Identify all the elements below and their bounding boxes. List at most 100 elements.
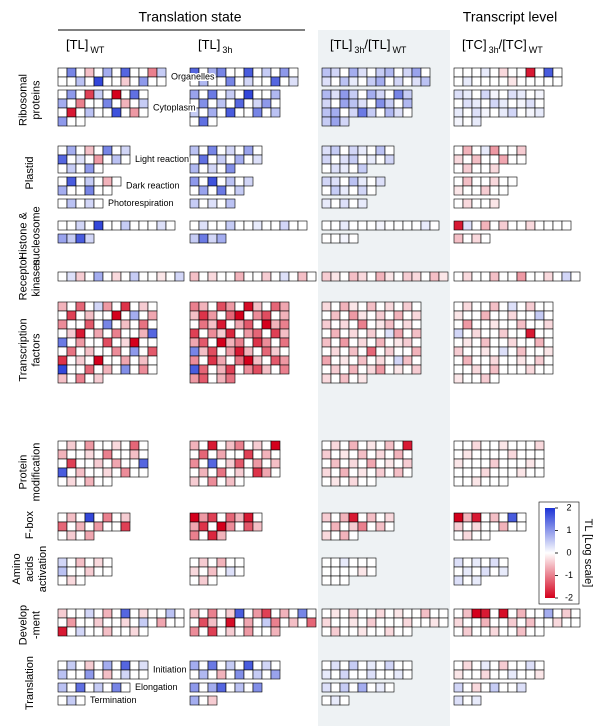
heatmap-cell (216, 67, 227, 78)
heatmap-cell (375, 89, 386, 100)
heatmap-cell (75, 660, 86, 671)
heatmap-cell (480, 301, 491, 312)
heatmap-cell (375, 617, 386, 628)
heatmap-cell (111, 449, 122, 460)
heatmap-cell (489, 310, 500, 321)
heatmap-cell (111, 176, 122, 187)
heatmap-cell (489, 355, 500, 366)
heatmap-cell (357, 154, 368, 165)
heatmap-cell (357, 107, 368, 118)
colorbar (545, 508, 555, 598)
heatmap-cell (525, 89, 536, 100)
heatmap-cell (480, 185, 491, 196)
heatmap-cell (75, 512, 86, 523)
heatmap-cell (462, 458, 473, 469)
heatmap-cell (321, 185, 332, 196)
heatmap-cell (66, 328, 77, 339)
heatmap-cell (288, 608, 299, 619)
heatmap-cell (57, 626, 68, 637)
heatmap-cell (534, 608, 545, 619)
heatmap-cell (225, 328, 236, 339)
heatmap-cell (339, 346, 350, 357)
heatmap-cell (234, 346, 245, 357)
heatmap-cell (138, 355, 149, 366)
heatmap-cell (375, 449, 386, 460)
block-label: Dark reaction (126, 180, 180, 190)
heatmap-cell (471, 145, 482, 156)
heatmap-cell (252, 154, 263, 165)
heatmap-cell (129, 364, 140, 375)
heatmap-cell (57, 176, 68, 187)
heatmap-cell (216, 521, 227, 532)
heatmap-cell (402, 458, 413, 469)
heatmap-cell (321, 337, 332, 348)
heatmap-cell (366, 185, 377, 196)
heatmap-cell (534, 440, 545, 451)
heatmap-cell (357, 98, 368, 109)
heatmap-cell (321, 198, 332, 209)
heatmap-cell (480, 220, 491, 231)
heatmap-cell (252, 521, 263, 532)
heatmap-cell (498, 682, 509, 693)
heatmap-cell (198, 467, 209, 478)
heatmap-cell (243, 337, 254, 348)
heatmap-cell (480, 76, 491, 87)
heatmap-cell (534, 301, 545, 312)
heatmap-cell (84, 364, 95, 375)
heatmap-cell (525, 617, 536, 628)
heatmap-cell (357, 566, 368, 577)
heatmap-cell (489, 198, 500, 209)
heatmap-cell (471, 198, 482, 209)
heatmap-cell (384, 319, 395, 330)
heatmap-cell (339, 530, 350, 541)
heatmap-cell (402, 107, 413, 118)
heatmap-cell (120, 337, 131, 348)
heatmap-cell (243, 346, 254, 357)
heatmap-cell (489, 346, 500, 357)
heatmap-cell (243, 89, 254, 100)
heatmap-cell (198, 364, 209, 375)
heatmap-cell (252, 145, 263, 156)
heatmap-cell (198, 557, 209, 568)
heatmap-cell (252, 608, 263, 619)
column-label: [TL] 3h/[TL] WT (330, 37, 407, 55)
heatmap-cell (57, 530, 68, 541)
heatmap-cell (189, 521, 200, 532)
heatmap-cell (339, 233, 350, 244)
column-label: [TL] 3h (198, 37, 232, 55)
heatmap-cell (129, 458, 140, 469)
heatmap-cell (252, 682, 263, 693)
heatmap-cell (489, 163, 500, 174)
heatmap-cell (462, 301, 473, 312)
heatmap-cell (489, 449, 500, 460)
heatmap-cell (339, 695, 350, 706)
heatmap-cell (198, 98, 209, 109)
heatmap-cell (93, 467, 104, 478)
heatmap-cell (366, 220, 377, 231)
heatmap-cell (534, 660, 545, 671)
heatmap-cell (498, 271, 509, 282)
heatmap-cell (216, 198, 227, 209)
heatmap-cell (147, 271, 158, 282)
heatmap-cell (75, 566, 86, 577)
heatmap-cell (525, 310, 536, 321)
heatmap-cell (102, 521, 113, 532)
heatmap-cell (84, 98, 95, 109)
column-label-part: 3h (222, 45, 232, 55)
heatmap-cell (375, 310, 386, 321)
heatmap-cell (321, 328, 332, 339)
heatmap-cell (453, 89, 464, 100)
heatmap-cell (84, 328, 95, 339)
heatmap-cell (516, 364, 527, 375)
heatmap-cell (165, 220, 176, 231)
heatmap-cell (129, 337, 140, 348)
heatmap-cell (507, 328, 518, 339)
heatmap-cell (453, 198, 464, 209)
heatmap-cell (534, 626, 545, 637)
heatmap-cell (366, 145, 377, 156)
heatmap-cell (138, 669, 149, 680)
heatmap-cell (189, 364, 200, 375)
heatmap-cell (102, 512, 113, 523)
heatmap-cell (288, 617, 299, 628)
heatmap-cell (411, 617, 422, 628)
